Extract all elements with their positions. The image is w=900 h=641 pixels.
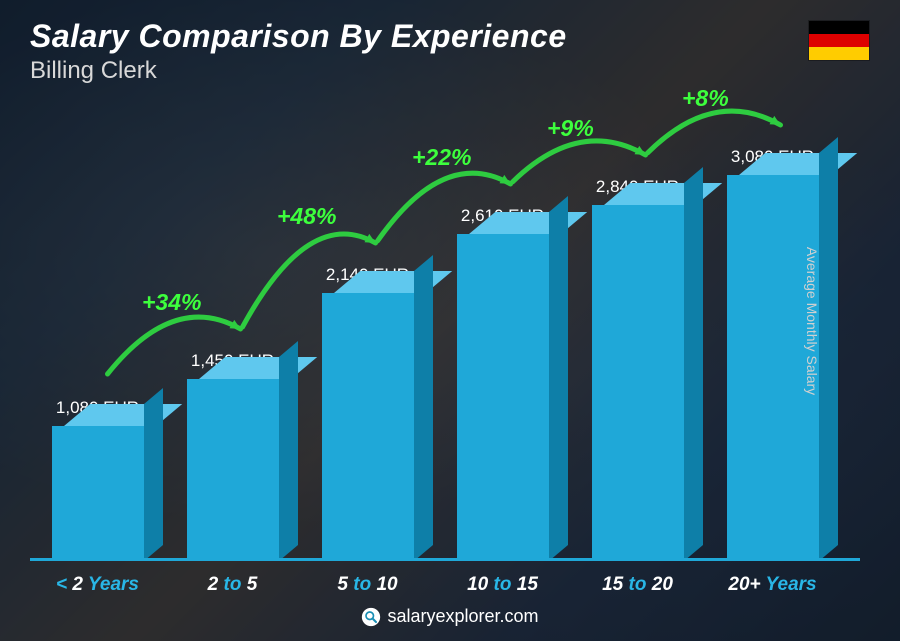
x-axis-label: < 2 Years xyxy=(30,574,165,596)
bar-front-face xyxy=(187,379,279,561)
bars: 1,080 EUR1,450 EUR2,140 EUR2,610 EUR2,84… xyxy=(30,115,840,561)
increment-label: +22% xyxy=(412,144,471,171)
header: Salary Comparison By Experience Billing … xyxy=(30,18,870,85)
bar xyxy=(322,293,414,561)
bar-slot: 1,080 EUR xyxy=(30,115,165,561)
bar-slot: 2,840 EUR xyxy=(570,115,705,561)
flag-stripe xyxy=(809,47,869,60)
footer-site: salaryexplorer.com xyxy=(387,606,538,627)
bar-side-face xyxy=(144,388,163,561)
bar-side-face xyxy=(414,255,433,561)
bar-slot: 2,610 EUR xyxy=(435,115,570,561)
bar-slot: 1,450 EUR xyxy=(165,115,300,561)
bar-side-face xyxy=(684,167,703,561)
x-axis-label: 5 to 10 xyxy=(300,574,435,596)
bar-front-face xyxy=(52,426,144,561)
bar xyxy=(187,379,279,561)
chart-subtitle: Billing Clerk xyxy=(30,57,567,85)
flag-stripe xyxy=(809,21,869,34)
x-axis-labels: < 2 Years2 to 55 to 1010 to 1515 to 2020… xyxy=(30,574,840,596)
bar-side-face xyxy=(819,137,838,561)
bar-front-face xyxy=(592,205,684,561)
flag-stripe xyxy=(809,34,869,47)
footer: salaryexplorer.com xyxy=(0,606,900,627)
increment-label: +8% xyxy=(682,85,729,112)
search-icon xyxy=(361,607,381,627)
increment-label: +34% xyxy=(142,289,201,316)
increment-label: +48% xyxy=(277,203,336,230)
bar xyxy=(457,234,549,561)
bar-side-face xyxy=(279,341,298,561)
baseline xyxy=(30,558,860,561)
y-axis-label: Average Monthly Salary xyxy=(804,246,820,394)
x-axis-label: 10 to 15 xyxy=(435,574,570,596)
bar-front-face xyxy=(457,234,549,561)
germany-flag-icon xyxy=(808,20,870,61)
bar-slot: 2,140 EUR xyxy=(300,115,435,561)
x-axis-label: 2 to 5 xyxy=(165,574,300,596)
x-axis-label: 15 to 20 xyxy=(570,574,705,596)
titles: Salary Comparison By Experience Billing … xyxy=(30,18,567,85)
bar-side-face xyxy=(549,196,568,561)
bar xyxy=(52,426,144,561)
chart-title: Salary Comparison By Experience xyxy=(30,18,567,55)
bar-front-face xyxy=(322,293,414,561)
x-axis-label: 20+ Years xyxy=(705,574,840,596)
chart-container: Salary Comparison By Experience Billing … xyxy=(0,0,900,641)
bar xyxy=(592,205,684,561)
increment-label: +9% xyxy=(547,115,594,142)
chart-area: 1,080 EUR1,450 EUR2,140 EUR2,610 EUR2,84… xyxy=(30,115,840,561)
